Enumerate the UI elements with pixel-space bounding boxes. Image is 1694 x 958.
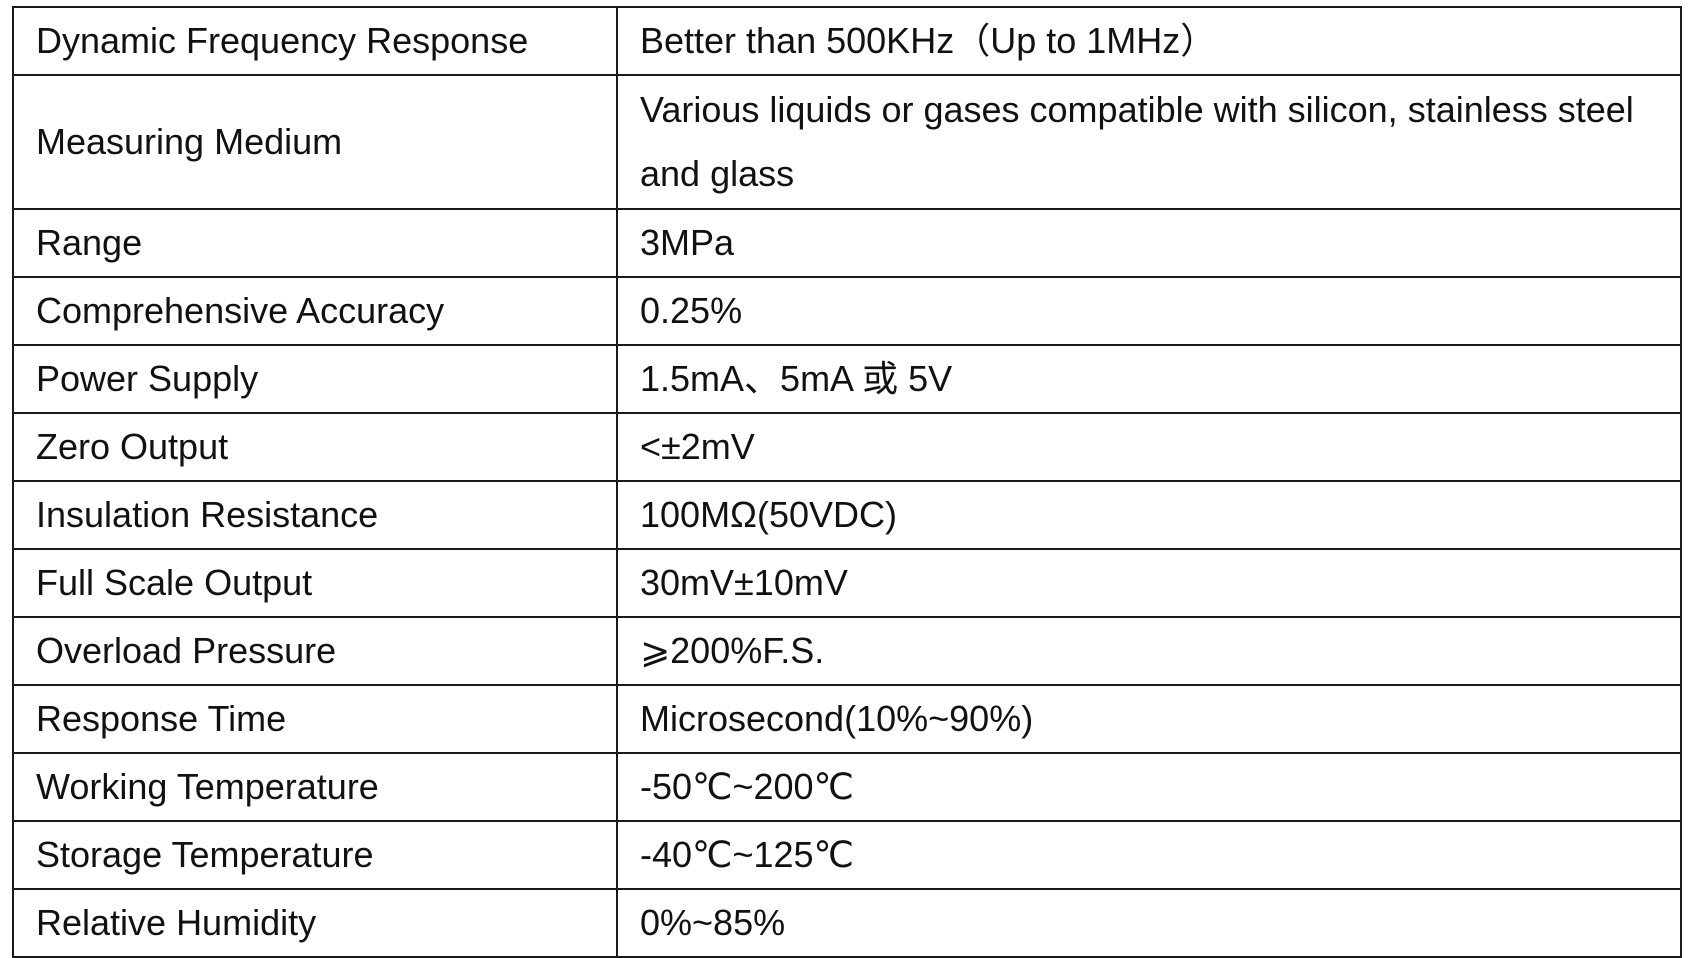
- table-row: Power Supply 1.5mA、5mA 或 5V: [12, 344, 1682, 414]
- table-row: Insulation Resistance 100MΩ(50VDC): [12, 480, 1682, 550]
- table-row: Overload Pressure ⩾200%F.S.: [12, 616, 1682, 686]
- table-row: Working Temperature -50℃~200℃: [12, 752, 1682, 822]
- value-cell: 0%~85%: [616, 888, 1682, 958]
- value-cell: 3MPa: [616, 208, 1682, 278]
- value-cell: 0.25%: [616, 276, 1682, 346]
- value-cell: <±2mV: [616, 412, 1682, 482]
- value-cell: Various liquids or gases compatible with…: [616, 74, 1682, 210]
- parameter-cell: Working Temperature: [12, 752, 618, 822]
- parameter-cell: Overload Pressure: [12, 616, 618, 686]
- parameter-cell: Response Time: [12, 684, 618, 754]
- value-cell: ⩾200%F.S.: [616, 616, 1682, 686]
- table-row: Measuring Medium Various liquids or gase…: [12, 74, 1682, 210]
- value-cell: Microsecond(10%~90%): [616, 684, 1682, 754]
- value-cell: 30mV±10mV: [616, 548, 1682, 618]
- specification-table: Dynamic Frequency Response Better than 5…: [12, 6, 1682, 958]
- table-row: Range 3MPa: [12, 208, 1682, 278]
- parameter-cell: Relative Humidity: [12, 888, 618, 958]
- parameter-cell: Storage Temperature: [12, 820, 618, 890]
- parameter-cell: Range: [12, 208, 618, 278]
- table-row: Full Scale Output 30mV±10mV: [12, 548, 1682, 618]
- value-cell: 1.5mA、5mA 或 5V: [616, 344, 1682, 414]
- value-cell: 100MΩ(50VDC): [616, 480, 1682, 550]
- parameter-cell: Comprehensive Accuracy: [12, 276, 618, 346]
- parameter-cell: Dynamic Frequency Response: [12, 6, 618, 76]
- table-row: Relative Humidity 0%~85%: [12, 888, 1682, 958]
- value-cell: -50℃~200℃: [616, 752, 1682, 822]
- parameter-cell: Insulation Resistance: [12, 480, 618, 550]
- parameter-cell: Measuring Medium: [12, 74, 618, 210]
- table-row: Dynamic Frequency Response Better than 5…: [12, 6, 1682, 76]
- table-row: Response Time Microsecond(10%~90%): [12, 684, 1682, 754]
- table-row: Storage Temperature -40℃~125℃: [12, 820, 1682, 890]
- table-row: Zero Output <±2mV: [12, 412, 1682, 482]
- value-cell: -40℃~125℃: [616, 820, 1682, 890]
- value-cell: Better than 500KHz（Up to 1MHz）: [616, 6, 1682, 76]
- parameter-cell: Zero Output: [12, 412, 618, 482]
- parameter-cell: Full Scale Output: [12, 548, 618, 618]
- parameter-cell: Power Supply: [12, 344, 618, 414]
- table-row: Comprehensive Accuracy 0.25%: [12, 276, 1682, 346]
